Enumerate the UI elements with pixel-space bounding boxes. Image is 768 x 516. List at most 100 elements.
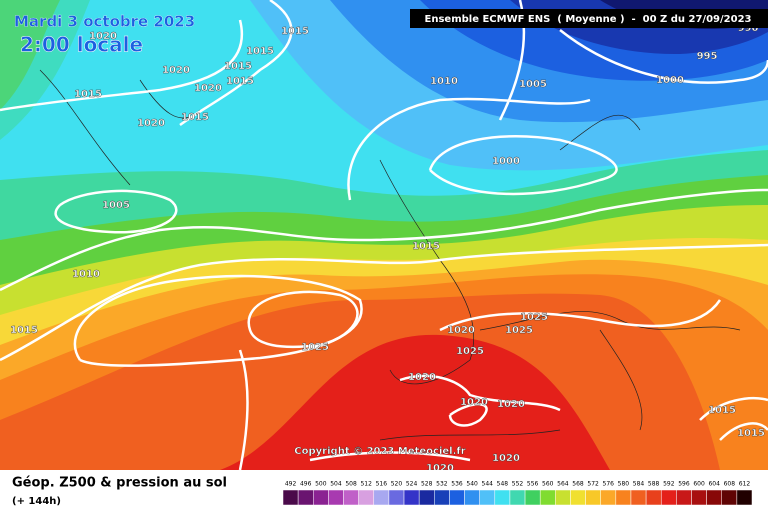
- colorbar-swatch: [555, 489, 571, 506]
- isobar: [0, 188, 768, 292]
- model-banner: [410, 9, 768, 28]
- colorbar-label: 576: [603, 481, 615, 488]
- model-title: Ensemble ECMWF ENS ( Moyenne ) - 00 Z du…: [425, 14, 752, 25]
- isobar-label: 1020: [492, 453, 520, 464]
- colorbar-swatch: [403, 489, 420, 506]
- isobar-label: 1010: [430, 76, 458, 87]
- colorbar-label: 568: [572, 481, 584, 488]
- isobar-label: 1025: [505, 325, 533, 336]
- isobar: [54, 189, 178, 234]
- isobar-label: 1015: [10, 325, 38, 336]
- colorbar-label: 508: [345, 481, 357, 488]
- isobar-label: 990: [738, 23, 759, 34]
- colorbar-swatch: [343, 489, 359, 506]
- isobar-label: 1025: [456, 346, 484, 357]
- colorbar-label: 544: [482, 481, 494, 488]
- colorbar-swatch: [676, 489, 692, 506]
- colorbar-swatch: [449, 489, 465, 506]
- colorbar-swatch: [494, 489, 511, 506]
- colorbar-swatch: [570, 489, 586, 506]
- isobar-label: 1000: [656, 75, 684, 86]
- colorbar-swatch: [418, 489, 435, 506]
- colorbar-label: 592: [663, 481, 675, 488]
- colorbar-swatch: [585, 489, 601, 506]
- isobar-label: 1020: [162, 65, 190, 76]
- isobar-label: 1005: [102, 200, 130, 211]
- map-time: 2:00 locale: [20, 33, 143, 57]
- isobar-label: 1005: [519, 79, 547, 90]
- colorbar-swatch: [464, 489, 480, 506]
- colorbar-swatch: [630, 489, 647, 506]
- isobar: [699, 396, 768, 441]
- isobar-label: 1015: [737, 428, 765, 439]
- isobar-label: 1020: [194, 83, 222, 94]
- colorbar-label: 520: [391, 481, 403, 488]
- isobar-labels: 1015 1015 1015 1015 1020 1020 1015 1020 1015 1020…: [10, 23, 765, 474]
- isobar-label: 1020: [408, 372, 436, 383]
- colorbar-label: 492: [285, 481, 297, 488]
- colorbar-swatch: [509, 489, 526, 506]
- isobar-label: 1010: [72, 269, 100, 280]
- colorbar-swatch: [691, 489, 707, 506]
- colorbar-label: 580: [618, 481, 630, 488]
- colorbar-swatch: [479, 489, 496, 506]
- colorbar-swatch: [313, 489, 329, 506]
- colorbar-label: 596: [678, 481, 690, 488]
- isobar-label: 995: [697, 51, 718, 62]
- isobar-label: 1020: [497, 399, 525, 410]
- colorbar-label: 536: [451, 481, 463, 488]
- isobar: [347, 97, 591, 201]
- colorbar-swatch: [615, 489, 632, 506]
- colorbar-label: 588: [648, 481, 660, 488]
- colorbar-label: 532: [436, 481, 448, 488]
- map-date: Mardi 3 octobre 2023: [14, 13, 195, 31]
- field-band: [0, 0, 90, 140]
- colorbar-swatch: [706, 489, 722, 506]
- isobar-label: 1025: [301, 342, 329, 353]
- isobar: [439, 299, 722, 332]
- colorbar-swatch: [660, 489, 677, 506]
- isobar: [0, 243, 768, 362]
- colorbar-label: 512: [360, 481, 372, 488]
- isobar-label: 1015: [708, 405, 736, 416]
- legend-title: Géop. Z500 & pression au sol: [12, 476, 227, 491]
- colorbar-label: 612: [739, 481, 751, 488]
- colorbar-label: 608: [724, 481, 736, 488]
- colorbar-swatch: [434, 489, 450, 506]
- colorbar-swatch: [297, 489, 314, 506]
- isobar-label: 1015: [181, 112, 209, 123]
- colorbar-label: 564: [557, 481, 569, 488]
- isobar-label: 1020: [460, 397, 488, 408]
- colorbar-label: 584: [633, 481, 645, 488]
- isobar: [428, 135, 618, 196]
- legend-lead: (+ 144h): [12, 496, 61, 507]
- isobar-label: 1020: [89, 31, 117, 42]
- colorbar-label: 556: [527, 481, 539, 488]
- isobar-label: 1020: [447, 325, 475, 336]
- colorbar-label: 572: [587, 481, 599, 488]
- colorbar-swatch: [524, 489, 541, 506]
- isobar: [559, 29, 768, 84]
- colorbar-label: 504: [330, 481, 342, 488]
- isobar-label: 1015: [74, 89, 102, 100]
- isobar-label: 1000: [492, 156, 520, 167]
- isobar: [238, 349, 471, 471]
- colorbar-label: 528: [421, 481, 433, 488]
- isobar: [179, 0, 293, 127]
- colorbar-swatch: [282, 489, 299, 506]
- colorbar-label: 500: [315, 481, 327, 488]
- isobar-label: 1025: [520, 312, 548, 323]
- colorbar-swatch: [736, 489, 753, 506]
- colorbar-swatch: [358, 489, 375, 506]
- colorbar-swatch: [600, 489, 617, 506]
- colorbar-label: 600: [693, 481, 705, 488]
- isobar-label: 1015: [226, 76, 254, 87]
- colorbar-label: 496: [300, 481, 312, 488]
- colorbar-label: 516: [376, 481, 388, 488]
- copyright: Copyright © 2023 Meteociel.fr: [294, 446, 465, 457]
- colorbar-label: 548: [497, 481, 509, 488]
- isobar: [399, 374, 561, 427]
- colorbar-swatch: [373, 489, 390, 506]
- isobar: [73, 274, 363, 367]
- isobar: [247, 290, 359, 349]
